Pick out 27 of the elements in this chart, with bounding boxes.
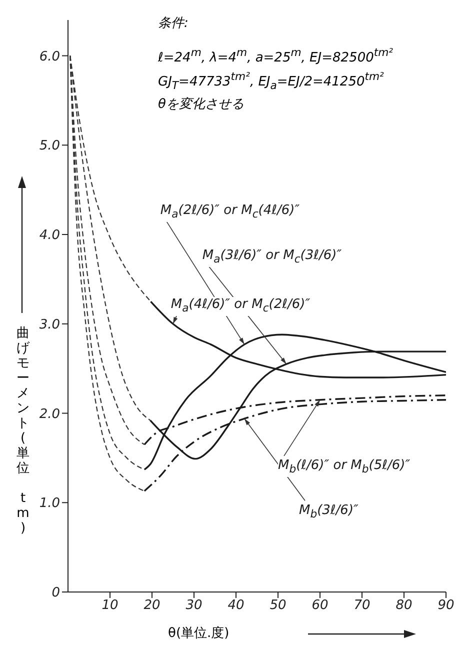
x-tick-label: 60: [312, 598, 328, 614]
annotation: ℓ=24$^{m}$, λ=4$^{m}$, a=25$^{m}$, EJ=82500$^{tm²}$: [158, 45, 393, 68]
x-tick-label: 50: [270, 598, 286, 614]
text: M$_{a}$(2ℓ/6)″ or M$_{c}$(4ℓ/6)″: [160, 203, 300, 222]
series-label: M$_{a}$(4ℓ/6)″ or M$_{c}$(2ℓ/6)″: [170, 297, 310, 316]
x-tick-label: 20: [144, 598, 160, 614]
y-tick-label: 6.0: [39, 49, 60, 64]
x-tick-label: 90: [438, 598, 454, 614]
annotation: θを変化させる: [158, 96, 245, 114]
x-tick-label: 40: [228, 598, 244, 614]
annotation: 条件:: [158, 15, 190, 33]
x-tick-label: 80: [396, 598, 412, 614]
y-tick-label: 1.0: [39, 496, 60, 512]
y-tick-label: 5.0: [39, 138, 60, 154]
y-tick-label: 4.0: [39, 228, 60, 244]
y-tick-label: 2.0: [39, 406, 60, 422]
text: M$_{b}$(ℓ/6)″ or M$_{b}$(5ℓ/6)″: [278, 458, 410, 477]
y-tick-label: 0: [52, 586, 60, 601]
annotation: GJ$_{T}$=47733$^{tm²}$, EJ$_{a}$=EJ/2=41250$^{tm²}$: [158, 69, 385, 94]
y-tick-label: 3.0: [39, 317, 60, 332]
x-axis-title: θ(単位.度): [168, 625, 230, 642]
x-tick-label: 10: [102, 598, 118, 614]
text: M$_{b}$(3ℓ/6)″: [299, 502, 358, 522]
x-tick-label: 70: [354, 598, 370, 614]
x-tick-label: 30: [186, 598, 202, 614]
text: 曲げモーメント(単位 tm): [16, 326, 30, 536]
text: M$_{a}$(3ℓ/6)″ or M$_{c}$(3ℓ/6)″: [202, 248, 342, 266]
